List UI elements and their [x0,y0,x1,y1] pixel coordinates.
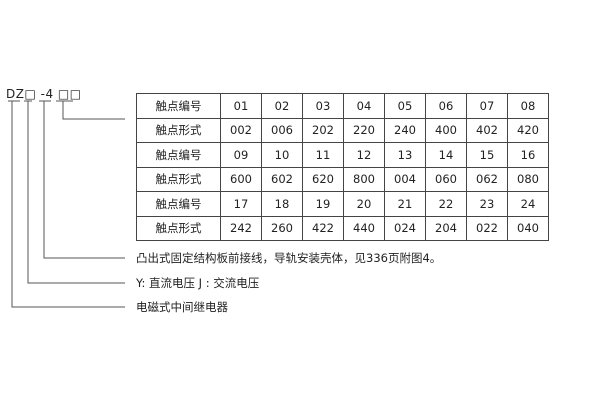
table-cell: 422 [302,215,344,241]
table-cell: 220 [343,117,385,143]
table-cell: 024 [384,215,426,241]
table-cell: 13 [384,142,426,168]
table-cell: 060 [425,166,467,192]
leader-line-voltage [24,100,125,284]
table-cell: 402 [466,117,508,143]
table-cell: 07 [466,93,508,119]
row-label: 触点编号 [136,142,221,168]
table-cell: 09 [220,142,262,168]
row-label: 触点编号 [136,93,221,119]
table-cell: 240 [384,117,426,143]
table-cell: 022 [466,215,508,241]
row-label: 触点形式 [136,117,221,143]
table-row: 触点形式 242 260 422 440 024 204 022 040 [136,215,549,241]
table-cell: 10 [261,142,303,168]
description-voltage: Y: 直流电压 J : 交流电压 [136,276,260,290]
table-cell: 062 [466,166,508,192]
table-cell: 260 [261,215,303,241]
contact-table: 触点编号 01 02 03 04 05 06 07 08 触点形式 002 006 202 220 240 4… [136,93,549,241]
table-cell: 620 [302,166,344,192]
table-cell: 400 [425,117,467,143]
table-cell: 16 [507,142,549,168]
table-cell: 15 [466,142,508,168]
table-cell: 080 [507,166,549,192]
table-cell: 05 [384,93,426,119]
table-cell: 420 [507,117,549,143]
table-cell: 14 [425,142,467,168]
table-row: 触点编号 01 02 03 04 05 06 07 08 [136,93,549,119]
table-cell: 11 [302,142,344,168]
table-cell: 08 [507,93,549,119]
table-cell: 04 [343,93,385,119]
table-cell: 03 [302,93,344,119]
table-cell: 23 [466,191,508,217]
row-label: 触点形式 [136,215,221,241]
table-cell: 440 [343,215,385,241]
table-cell: 002 [220,117,262,143]
leader-line-contacts [56,100,125,120]
model-code: DZ□ -4 □□ [6,87,82,101]
table-row: 触点编号 17 18 19 20 21 22 23 24 [136,191,549,217]
description-structure: 凸出式固定结构板前接线，导轨安装壳体，见336页附图4。 [136,251,442,265]
table-cell: 17 [220,191,262,217]
leader-line-relay-type [8,100,125,308]
table-cell: 24 [507,191,549,217]
table-cell: 800 [343,166,385,192]
table-cell: 19 [302,191,344,217]
table-cell: 600 [220,166,262,192]
table-row: 触点编号 09 10 11 12 13 14 15 16 [136,142,549,168]
table-cell: 242 [220,215,262,241]
table-cell: 20 [343,191,385,217]
table-cell: 22 [425,191,467,217]
leader-line-structure [39,100,125,259]
description-relay-type: 电磁式中间继电器 [136,300,228,314]
row-label: 触点形式 [136,166,221,192]
row-label: 触点编号 [136,191,221,217]
table-row: 触点形式 002 006 202 220 240 400 402 420 [136,117,549,143]
table-cell: 602 [261,166,303,192]
table-cell: 204 [425,215,467,241]
table-cell: 040 [507,215,549,241]
table-cell: 01 [220,93,262,119]
table-cell: 12 [343,142,385,168]
table-row: 触点形式 600 602 620 800 004 060 062 080 [136,166,549,192]
table-cell: 06 [425,93,467,119]
table-cell: 202 [302,117,344,143]
table-cell: 004 [384,166,426,192]
table-cell: 21 [384,191,426,217]
table-cell: 02 [261,93,303,119]
table-cell: 18 [261,191,303,217]
table-cell: 006 [261,117,303,143]
